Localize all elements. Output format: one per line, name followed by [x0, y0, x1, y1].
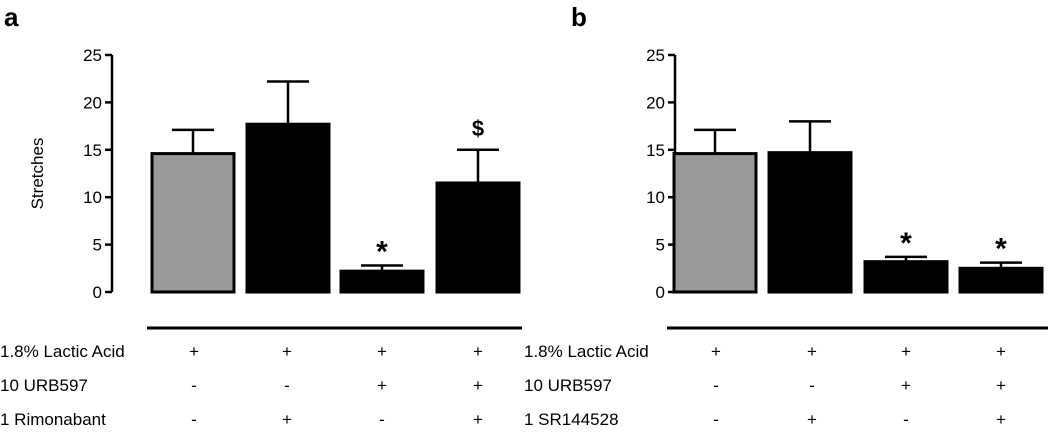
treatment-cell-mark: -	[713, 410, 719, 429]
y-tick-label: 10	[83, 188, 102, 207]
bar	[339, 269, 425, 294]
treatment-cell-mark: +	[282, 410, 292, 429]
treatment-cell-mark: +	[282, 342, 292, 361]
bar	[958, 266, 1044, 294]
treatment-row-label: 10 URB597	[0, 376, 88, 395]
bar	[245, 122, 331, 294]
treatment-cell-mark: -	[284, 376, 290, 395]
bar	[767, 151, 853, 294]
treatment-cell-mark: -	[379, 410, 385, 429]
treatment-cell-mark: +	[189, 342, 199, 361]
treatment-cell-mark: -	[809, 376, 815, 395]
treatment-cell-mark: +	[711, 342, 721, 361]
treatment-row-label: 10 URB597	[524, 376, 612, 395]
y-tick-label: 5	[93, 236, 102, 255]
panel-a: a 0 5 10 15 20 25 Stretches * $1.8% Lactic Acid + +…	[0, 2, 522, 429]
treatment-row-label: 1 SR144528	[524, 410, 619, 429]
y-tick-label: 25	[83, 46, 102, 65]
panel-letter: a	[4, 2, 19, 32]
bar	[672, 152, 758, 294]
y-tick-label: 25	[646, 46, 665, 65]
y-tick-label: 5	[656, 236, 665, 255]
bar	[150, 152, 236, 294]
treatment-cell-mark: -	[903, 410, 909, 429]
treatment-row-label: 1.8% Lactic Acid	[524, 342, 649, 361]
significance-dollar: $	[472, 116, 484, 141]
y-tick-label: 20	[83, 93, 102, 112]
treatment-cell-mark: +	[473, 376, 483, 395]
treatment-cell-mark: +	[901, 376, 911, 395]
y-tick-label: 10	[646, 188, 665, 207]
treatment-cell-mark: -	[191, 410, 197, 429]
treatment-row-label: 1 Rimonabant	[0, 410, 106, 429]
y-axis-title: Stretches	[28, 138, 47, 210]
y-tick-label: 15	[646, 141, 665, 160]
treatment-row-label: 1.8% Lactic Acid	[0, 342, 125, 361]
significance-asterisk: *	[995, 233, 1007, 266]
panel-letter: b	[571, 2, 587, 32]
treatment-cell-mark: +	[996, 410, 1006, 429]
treatment-cell-mark: -	[713, 376, 719, 395]
treatment-cell-mark: +	[377, 376, 387, 395]
treatment-cell-mark: +	[473, 342, 483, 361]
significance-asterisk: *	[376, 235, 388, 268]
treatment-cell-mark: +	[996, 376, 1006, 395]
y-tick-label: 20	[646, 93, 665, 112]
treatment-cell-mark: +	[807, 410, 817, 429]
significance-asterisk: *	[900, 227, 912, 260]
bar	[435, 181, 521, 294]
treatment-cell-mark: +	[901, 342, 911, 361]
panel-b: b 0 5 10 15 20 25 * * 1.8% Lactic Acid + + + +10 URB5…	[524, 2, 1048, 429]
bar	[863, 260, 949, 294]
y-tick-label: 0	[93, 283, 102, 302]
treatment-cell-mark: +	[996, 342, 1006, 361]
y-tick-label: 0	[656, 283, 665, 302]
y-tick-label: 15	[83, 141, 102, 160]
treatment-cell-mark: +	[473, 410, 483, 429]
treatment-cell-mark: -	[191, 376, 197, 395]
treatment-cell-mark: +	[377, 342, 387, 361]
treatment-cell-mark: +	[807, 342, 817, 361]
